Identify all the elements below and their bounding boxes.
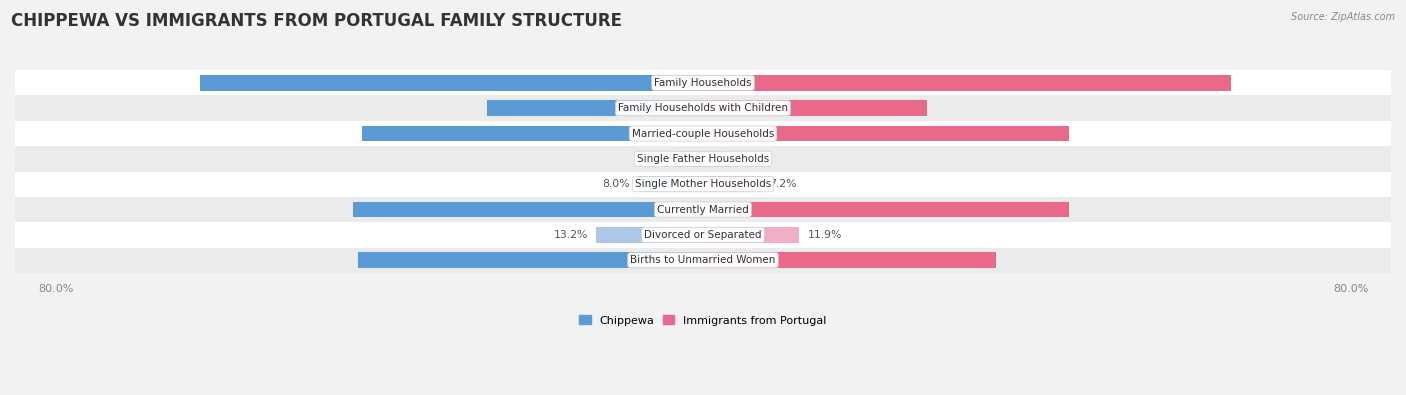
Bar [0,197,1406,222]
Bar [0,146,1406,171]
Text: 43.2%: 43.2% [657,205,690,214]
Text: Family Households: Family Households [654,78,752,88]
Bar [0,70,1406,96]
Bar [596,227,703,243]
Bar [678,151,703,167]
Text: 62.1%: 62.1% [657,78,690,88]
Text: Family Households with Children: Family Households with Children [619,103,787,113]
Bar [353,202,703,217]
Text: Source: ZipAtlas.com: Source: ZipAtlas.com [1291,12,1395,22]
Bar [703,252,995,268]
Text: Divorced or Separated: Divorced or Separated [644,230,762,240]
Bar [359,252,703,268]
Bar [0,121,1406,146]
Text: 42.1%: 42.1% [657,128,690,139]
Text: 45.2%: 45.2% [716,205,749,214]
Bar [703,75,1230,91]
Text: 13.2%: 13.2% [554,230,588,240]
Text: 2.6%: 2.6% [733,154,759,164]
Text: 26.7%: 26.7% [657,103,690,113]
Bar [486,100,703,116]
Bar [0,96,1406,121]
Bar [638,176,703,192]
Text: CHIPPEWA VS IMMIGRANTS FROM PORTUGAL FAMILY STRUCTURE: CHIPPEWA VS IMMIGRANTS FROM PORTUGAL FAM… [11,12,623,30]
Text: 36.2%: 36.2% [716,255,749,265]
Text: Currently Married: Currently Married [657,205,749,214]
Text: Births to Unmarried Women: Births to Unmarried Women [630,255,776,265]
Text: 8.0%: 8.0% [603,179,630,189]
Bar [0,171,1406,197]
Bar [703,126,1069,141]
Bar [703,176,761,192]
Bar [363,126,703,141]
Bar [201,75,703,91]
Bar [703,202,1069,217]
Text: 27.7%: 27.7% [716,103,749,113]
Bar [703,151,724,167]
Text: 65.2%: 65.2% [716,78,749,88]
Bar [0,248,1406,273]
Legend: Chippewa, Immigrants from Portugal: Chippewa, Immigrants from Portugal [575,311,831,330]
Text: 3.1%: 3.1% [643,154,669,164]
Text: 42.6%: 42.6% [657,255,690,265]
Bar [703,100,927,116]
Bar [0,222,1406,248]
Text: Single Father Households: Single Father Households [637,154,769,164]
Text: Married-couple Households: Married-couple Households [631,128,775,139]
Bar [703,227,800,243]
Text: 45.2%: 45.2% [716,128,749,139]
Text: 7.2%: 7.2% [769,179,797,189]
Text: Single Mother Households: Single Mother Households [636,179,770,189]
Text: 11.9%: 11.9% [807,230,842,240]
